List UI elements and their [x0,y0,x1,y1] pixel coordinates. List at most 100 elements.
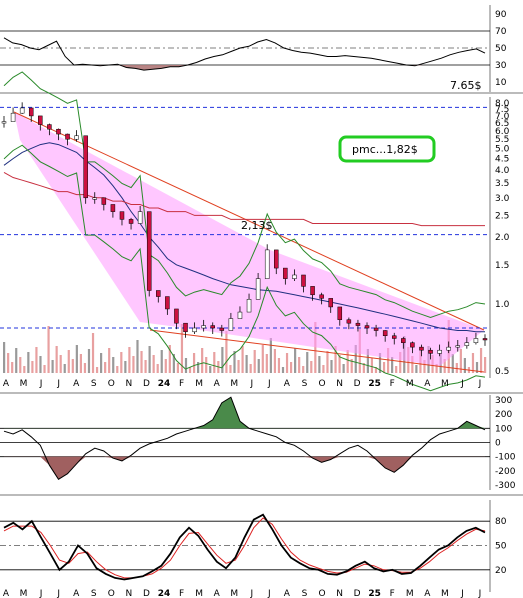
candle-body [65,133,70,140]
price-x-tick-label: A [284,379,291,389]
stoch-x-tick-label: 25 [368,589,381,598]
price-x-tick-label: J [56,379,60,389]
volume-bar [27,352,30,373]
price-tick-label: 5.0 [495,144,510,154]
cci-tick-label: 100 [495,424,512,434]
volume-bar [197,362,200,373]
volume-bar [366,349,369,373]
stoch-x-tick-label: J [267,589,271,598]
volume-bar [326,351,329,373]
osc-tick-label: 70 [495,27,507,37]
volume-bar [285,353,289,373]
volume-bar [342,364,345,373]
stoch-x-tick-label: A [214,589,221,598]
price-tick-label: 2.5 [495,211,509,221]
volume-bar [459,349,462,373]
candle-body [301,274,306,287]
candle-body [346,319,352,324]
price-tick-label: 4.5 [495,155,509,165]
candle-body [482,338,488,341]
volume-bar [47,326,50,373]
price-x-tick-label: J [478,379,482,389]
volume-bar [245,355,248,373]
volume-bar [475,362,479,373]
candle-body [237,311,243,319]
volume-bar [253,350,256,373]
candle-body [128,219,134,224]
stoch-tick-label: 80 [495,517,507,527]
volume-bar [330,360,333,373]
candle-body [455,345,461,348]
price-tick-label: 0.5 [495,367,509,377]
price-tick-label: 6.5 [495,119,509,129]
volume-bar [241,346,244,373]
volume-bar [382,362,386,373]
candle-body [464,342,470,346]
volume-bar [63,364,66,373]
candle-body [174,308,179,324]
stoch-x-tick-label: F [179,589,184,598]
volume-bar [479,348,483,373]
stoch-x-tick-label: A [424,589,431,598]
stoch-x-tick-label: M [406,589,414,598]
price-x-tick-label: J [39,379,43,389]
volume-bar [261,345,264,373]
volume-bar [289,362,293,373]
volume-bar [484,357,487,373]
price-tick-label: 7.0 [495,112,510,122]
candle-body [28,107,34,117]
candle-body [192,327,197,333]
volume-bar [370,358,374,373]
price-x-tick-label: A [73,379,80,389]
cci-oversold-fill [4,456,485,480]
volume-bar [322,365,325,373]
volume-bar [229,365,232,373]
candle-body [38,115,43,125]
price-x-tick-label: O [318,379,325,389]
wedge-fill [14,112,484,366]
volume-bar [31,361,34,373]
volume-bar [104,362,107,373]
volume-bar [395,366,398,373]
price-x-tick-label: J [249,379,253,389]
candle-body [83,135,88,199]
volume-bar [71,359,74,373]
volume-bar [435,364,438,373]
stoch-x-tick-label: S [302,589,308,598]
volume-bar [180,324,184,373]
candle-body [74,135,79,140]
price-x-tick-label: N [336,379,343,389]
annotation-7-65: 7.65$ [450,79,482,92]
candle-body [382,330,388,337]
candle-body [391,335,397,339]
price-tick-label: 6.0 [495,127,510,137]
osc-line [3,37,486,71]
volume-bar [59,355,62,373]
osc-tick-label: 50 [495,44,507,54]
price-x-tick-label: A [424,379,431,389]
price-x-tick-label: A [3,379,10,389]
price-x-tick-label: M [441,379,449,389]
oscillator-panel: 10 30 50 70 90 [0,10,507,88]
volume-bar [302,366,305,373]
volume-bar [213,352,216,373]
volume-bar [350,359,353,373]
volume-bar [415,365,418,373]
price-x-tick-label: S [91,379,97,389]
volume-bar [87,349,91,373]
volume-bar [455,363,458,373]
stoch-x-tick-label: A [73,589,80,598]
volume-bar [55,346,58,373]
volume-bar [346,350,349,373]
candle-body [310,286,315,296]
stoch-x-tick-label: M [195,589,203,598]
stoch-x-tick-label: D [143,589,150,598]
candle-body [146,211,152,291]
candle-body [283,267,288,279]
volume-bar [11,362,14,373]
volume-bar [100,353,103,373]
stoch-tick-label: 20 [495,566,507,576]
candle-body [437,349,442,354]
